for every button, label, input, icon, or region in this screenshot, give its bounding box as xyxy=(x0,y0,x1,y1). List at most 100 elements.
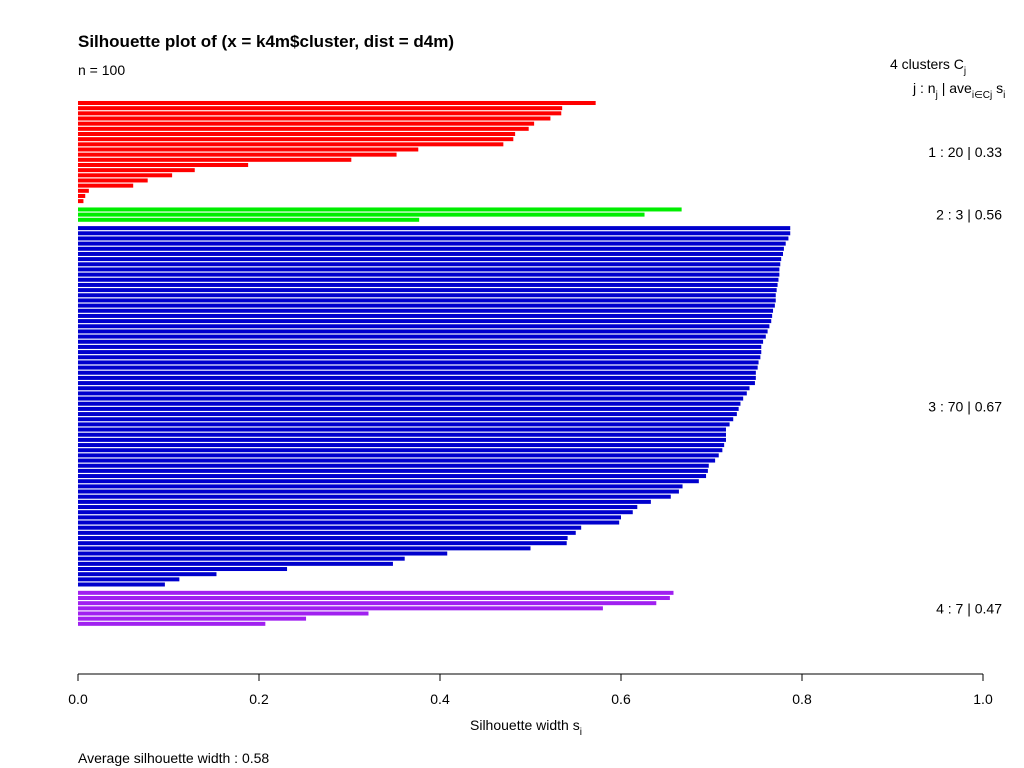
silhouette-bar-cluster-3 xyxy=(78,546,531,551)
silhouette-bar-cluster-3 xyxy=(78,463,709,468)
silhouette-bar-cluster-3 xyxy=(78,293,776,298)
silhouette-bar-cluster-3 xyxy=(78,437,726,442)
silhouette-bar-cluster-3 xyxy=(78,381,755,386)
legend-header: 4 clusters Cj j : nj | avei∈Cj si xyxy=(890,56,1005,101)
n-label: n = 100 xyxy=(78,62,125,78)
silhouette-bar-cluster-3 xyxy=(78,551,448,556)
bars-group xyxy=(78,101,791,626)
silhouette-bar-cluster-1 xyxy=(78,193,86,198)
silhouette-bar-cluster-3 xyxy=(78,401,741,406)
silhouette-bar-cluster-3 xyxy=(78,231,791,236)
silhouette-bar-cluster-3 xyxy=(78,298,776,303)
clusters-count-label: 4 clusters Cj xyxy=(890,56,966,77)
cluster-label-3: 3 : 70 | 0.67 xyxy=(928,398,1002,414)
silhouette-bar-cluster-3 xyxy=(78,360,759,365)
silhouette-bar-cluster-1 xyxy=(78,199,84,204)
silhouette-bar-cluster-3 xyxy=(78,365,758,370)
x-tick-label: 0.0 xyxy=(68,691,88,707)
silhouette-bar-cluster-3 xyxy=(78,303,775,308)
silhouette-bar-cluster-2 xyxy=(78,212,645,217)
silhouette-bar-cluster-3 xyxy=(78,443,725,448)
silhouette-bar-cluster-1 xyxy=(78,178,148,183)
silhouette-bar-cluster-3 xyxy=(78,494,671,499)
silhouette-bar-cluster-3 xyxy=(78,241,786,246)
silhouette-bar-cluster-1 xyxy=(78,131,516,136)
silhouette-bar-cluster-3 xyxy=(78,453,719,458)
silhouette-bar-cluster-3 xyxy=(78,267,780,272)
silhouette-bar-cluster-1 xyxy=(78,111,562,116)
silhouette-bar-cluster-3 xyxy=(78,391,747,396)
silhouette-bar-cluster-3 xyxy=(78,396,744,401)
x-axis-label: Silhouette width si xyxy=(470,717,582,738)
silhouette-bar-cluster-3 xyxy=(78,339,764,344)
silhouette-bar-cluster-1 xyxy=(78,183,134,188)
silhouette-bar-cluster-3 xyxy=(78,246,784,251)
silhouette-bar-cluster-3 xyxy=(78,262,781,267)
silhouette-bar-cluster-3 xyxy=(78,319,772,324)
silhouette-bar-cluster-3 xyxy=(78,525,582,530)
silhouette-bar-cluster-3 xyxy=(78,226,791,231)
silhouette-bar-cluster-3 xyxy=(78,375,756,380)
silhouette-bar-cluster-3 xyxy=(78,308,774,313)
chart-title: Silhouette plot of (x = k4m$cluster, dis… xyxy=(78,32,454,51)
silhouette-bar-cluster-4 xyxy=(78,611,369,616)
silhouette-bar-cluster-2 xyxy=(78,217,420,222)
silhouette-bar-cluster-3 xyxy=(78,251,783,256)
cluster-label-4: 4 : 7 | 0.47 xyxy=(936,600,1002,616)
silhouette-bar-cluster-3 xyxy=(78,530,576,535)
cluster-label-2: 2 : 3 | 0.56 xyxy=(936,207,1002,223)
silhouette-bar-cluster-4 xyxy=(78,621,266,626)
silhouette-bar-cluster-1 xyxy=(78,137,514,142)
x-tick-label: 0.8 xyxy=(792,691,812,707)
silhouette-bar-cluster-4 xyxy=(78,596,670,601)
silhouette-bar-cluster-3 xyxy=(78,427,726,432)
silhouette-bar-cluster-3 xyxy=(78,489,679,494)
silhouette-bar-cluster-3 xyxy=(78,520,620,525)
silhouette-bar-cluster-3 xyxy=(78,282,778,287)
silhouette-bar-cluster-1 xyxy=(78,121,535,126)
silhouette-bar-cluster-3 xyxy=(78,386,750,391)
silhouette-bar-cluster-4 xyxy=(78,616,307,621)
silhouette-bar-cluster-1 xyxy=(78,162,249,167)
silhouette-bar-cluster-1 xyxy=(78,101,596,105)
silhouette-bar-cluster-3 xyxy=(78,448,723,453)
silhouette-bar-cluster-3 xyxy=(78,505,638,510)
silhouette-bar-cluster-1 xyxy=(78,147,419,152)
x-tick-label: 0.2 xyxy=(249,691,269,707)
silhouette-bar-cluster-3 xyxy=(78,344,762,349)
silhouette-bar-cluster-3 xyxy=(78,324,770,329)
silhouette-bar-cluster-3 xyxy=(78,334,766,339)
silhouette-bar-cluster-1 xyxy=(78,106,563,111)
silhouette-bar-cluster-3 xyxy=(78,572,217,577)
silhouette-bar-cluster-3 xyxy=(78,479,699,484)
silhouette-bar-cluster-3 xyxy=(78,272,780,277)
silhouette-bar-cluster-3 xyxy=(78,556,405,561)
cluster-label-1: 1 : 20 | 0.33 xyxy=(928,144,1002,160)
silhouette-bar-cluster-2 xyxy=(78,207,682,212)
silhouette-bar-cluster-3 xyxy=(78,499,651,504)
silhouette-bar-cluster-4 xyxy=(78,601,657,606)
silhouette-bar-cluster-1 xyxy=(78,188,89,193)
average-silhouette-width: Average silhouette width : 0.58 xyxy=(78,750,269,766)
silhouette-bar-cluster-3 xyxy=(78,329,768,334)
silhouette-bar-cluster-3 xyxy=(78,288,777,293)
silhouette-bar-cluster-4 xyxy=(78,590,674,595)
silhouette-bar-cluster-3 xyxy=(78,257,782,262)
silhouette-bar-cluster-3 xyxy=(78,236,789,241)
silhouette-bar-cluster-3 xyxy=(78,567,288,572)
silhouette-bar-cluster-3 xyxy=(78,510,633,515)
silhouette-bar-cluster-1 xyxy=(78,142,504,147)
silhouette-bar-cluster-3 xyxy=(78,313,773,318)
silhouette-bar-cluster-1 xyxy=(78,168,195,173)
silhouette-bar-cluster-1 xyxy=(78,152,397,157)
x-tick-label: 1.0 xyxy=(973,691,993,707)
silhouette-bar-cluster-3 xyxy=(78,412,737,417)
silhouette-bar-cluster-3 xyxy=(78,541,567,546)
silhouette-bar-cluster-1 xyxy=(78,157,352,162)
silhouette-bar-cluster-3 xyxy=(78,577,180,582)
silhouette-bar-cluster-3 xyxy=(78,536,568,541)
cluster-labels-group: 1 : 20 | 0.33 2 : 3 | 0.56 3 : 70 | 0.67 4 … xyxy=(928,144,1002,616)
silhouette-bar-cluster-3 xyxy=(78,468,708,473)
silhouette-bar-cluster-3 xyxy=(78,406,739,411)
